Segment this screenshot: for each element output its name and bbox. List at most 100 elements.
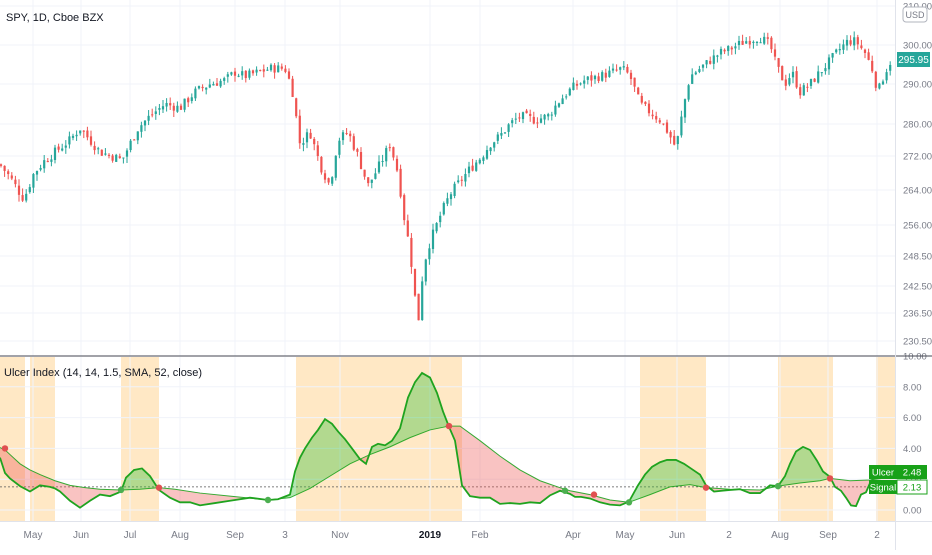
candle-body[interactable] [490,148,492,151]
candle-body[interactable] [526,111,528,114]
candle-body[interactable] [731,48,733,50]
candle-body[interactable] [752,42,754,43]
candle-body[interactable] [464,174,466,181]
candle-body[interactable] [122,157,124,158]
candle-body[interactable] [209,85,211,88]
candle-body[interactable] [576,84,578,86]
candle-body[interactable] [886,72,888,80]
candle-body[interactable] [119,156,121,158]
candle-body[interactable] [0,164,2,166]
candle-body[interactable] [274,65,276,72]
candle-body[interactable] [641,96,643,103]
candle-body[interactable] [756,42,758,43]
candle-body[interactable] [504,132,506,133]
candle-body[interactable] [457,180,459,182]
candle-body[interactable] [407,221,409,237]
candle-body[interactable] [666,122,668,132]
candle-body[interactable] [360,152,362,169]
candle-body[interactable] [7,171,9,174]
candle-body[interactable] [796,71,798,87]
candle-body[interactable] [774,49,776,56]
candle-body[interactable] [842,44,844,49]
candle-body[interactable] [472,166,474,171]
candle-body[interactable] [382,161,384,162]
candle-body[interactable] [187,98,189,102]
candle-body[interactable] [781,66,783,80]
candle-body[interactable] [353,136,355,150]
candle-body[interactable] [616,70,618,71]
candle-body[interactable] [212,84,214,85]
candle-body[interactable] [421,281,423,320]
candle-body[interactable] [569,89,571,96]
candle-body[interactable] [684,99,686,117]
candle-body[interactable] [500,133,502,136]
candle-body[interactable] [184,99,186,110]
candle-body[interactable] [770,38,772,49]
candle-body[interactable] [533,117,535,124]
candle-body[interactable] [349,134,351,136]
candle-body[interactable] [18,186,20,195]
candle-body[interactable] [486,150,488,159]
candle-body[interactable] [216,83,218,85]
candle-body[interactable] [418,294,420,320]
candle-body[interactable] [810,79,812,86]
candle-body[interactable] [220,81,222,87]
candle-body[interactable] [558,103,560,106]
candle-body[interactable] [414,269,416,296]
candle-body[interactable] [853,37,855,45]
candle-body[interactable] [36,171,38,175]
candle-body[interactable] [637,88,639,95]
candle-body[interactable] [32,174,34,188]
candle-body[interactable] [425,259,427,281]
candle-body[interactable] [821,72,823,73]
candle-body[interactable] [572,83,574,90]
candle-body[interactable] [806,87,808,88]
candle-body[interactable] [241,71,243,75]
candle-body[interactable] [176,106,178,112]
candle-body[interactable] [94,146,96,150]
candle-body[interactable] [374,173,376,179]
candle-body[interactable] [25,194,27,201]
candle-body[interactable] [324,173,326,179]
candle-body[interactable] [126,150,128,156]
candle-body[interactable] [882,81,884,84]
candle-body[interactable] [889,65,891,71]
candle-body[interactable] [14,180,16,184]
candle-body[interactable] [734,46,736,48]
candle-body[interactable] [148,116,150,121]
candle-body[interactable] [612,69,614,71]
candle-body[interactable] [205,88,207,90]
candle-body[interactable] [292,79,294,97]
candle-body[interactable] [540,118,542,122]
candle-body[interactable] [79,130,81,133]
candle-body[interactable] [335,156,337,178]
candle-body[interactable] [720,49,722,55]
candle-body[interactable] [29,187,31,192]
candle-body[interactable] [738,41,740,45]
currency-button[interactable]: USD [903,7,927,22]
candle-body[interactable] [61,149,63,151]
candle-body[interactable] [594,76,596,79]
candle-body[interactable] [151,114,153,115]
candle-body[interactable] [522,112,524,119]
candle-body[interactable] [824,68,826,71]
candle-body[interactable] [410,238,412,267]
candle-body[interactable] [112,156,114,161]
candle-body[interactable] [839,49,841,50]
candle-body[interactable] [655,116,657,119]
candle-body[interactable] [529,114,531,116]
candle-body[interactable] [166,103,168,107]
candle-body[interactable] [875,72,877,88]
candle-body[interactable] [392,147,394,157]
candle-body[interactable] [587,77,589,80]
candle-body[interactable] [97,148,99,149]
candle-body[interactable] [191,97,193,101]
candle-body[interactable] [317,145,319,156]
candle-body[interactable] [266,70,268,71]
candle-body[interactable] [544,115,546,120]
candle-body[interactable] [493,142,495,147]
candle-body[interactable] [364,170,366,177]
candle-body[interactable] [788,78,790,85]
candle-body[interactable] [659,120,661,122]
candle-body[interactable] [763,37,765,44]
